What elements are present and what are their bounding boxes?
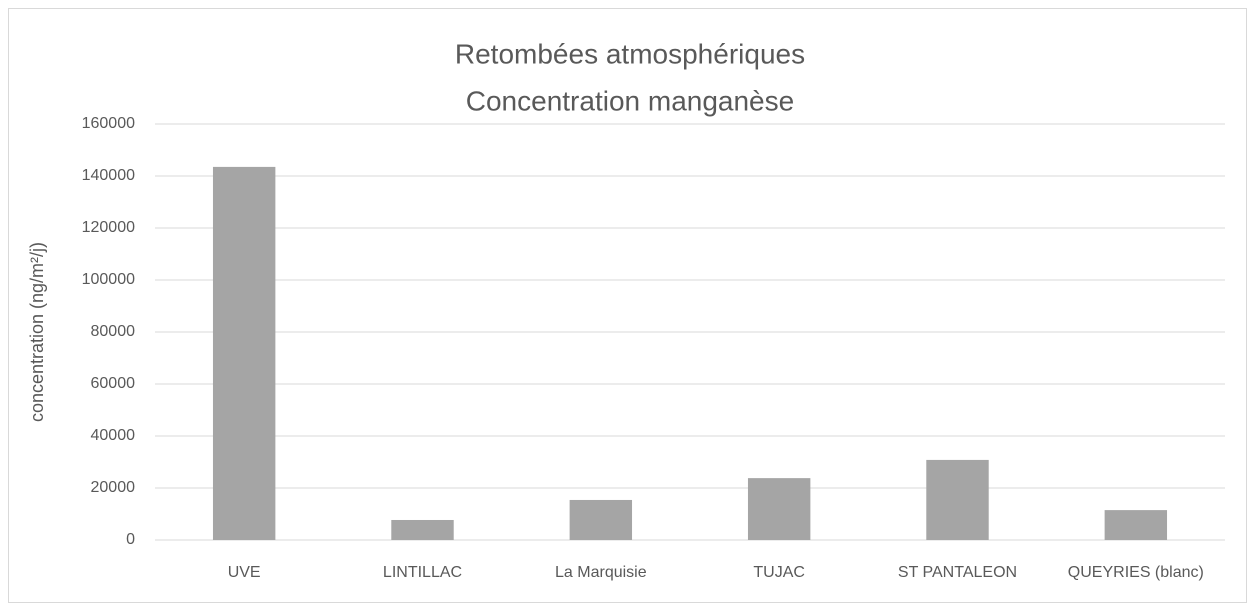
y-tick-label: 120000: [82, 219, 135, 236]
y-tick-label: 140000: [82, 167, 135, 184]
x-tick-label: La Marquisie: [555, 564, 647, 581]
bar: [391, 519, 454, 540]
y-axis-label: concentration (ng/m²/j): [27, 242, 47, 422]
y-tick-label: 60000: [91, 375, 136, 392]
x-tick-label: LINTILLAC: [383, 564, 462, 581]
y-tick-label: 100000: [82, 271, 135, 288]
chart-title: Retombées atmosphériques: [455, 38, 805, 69]
bar: [212, 166, 276, 540]
bar: [1104, 510, 1168, 540]
x-tick-label: UVE: [228, 564, 261, 581]
y-tick-label: 40000: [91, 427, 136, 444]
x-tick-label: ST PANTALEON: [898, 564, 1017, 581]
x-tick-label: QUEYRIES (blanc): [1068, 564, 1204, 581]
bar: [747, 478, 811, 540]
y-tick-label: 160000: [82, 115, 135, 132]
x-tick-label: TUJAC: [753, 564, 805, 581]
y-tick-label: 20000: [91, 479, 136, 496]
y-tick-label: 0: [126, 531, 135, 548]
chart-title: Concentration manganèse: [466, 85, 794, 116]
bar: [926, 459, 989, 540]
y-tick-label: 80000: [91, 323, 136, 340]
bar: [569, 499, 633, 540]
